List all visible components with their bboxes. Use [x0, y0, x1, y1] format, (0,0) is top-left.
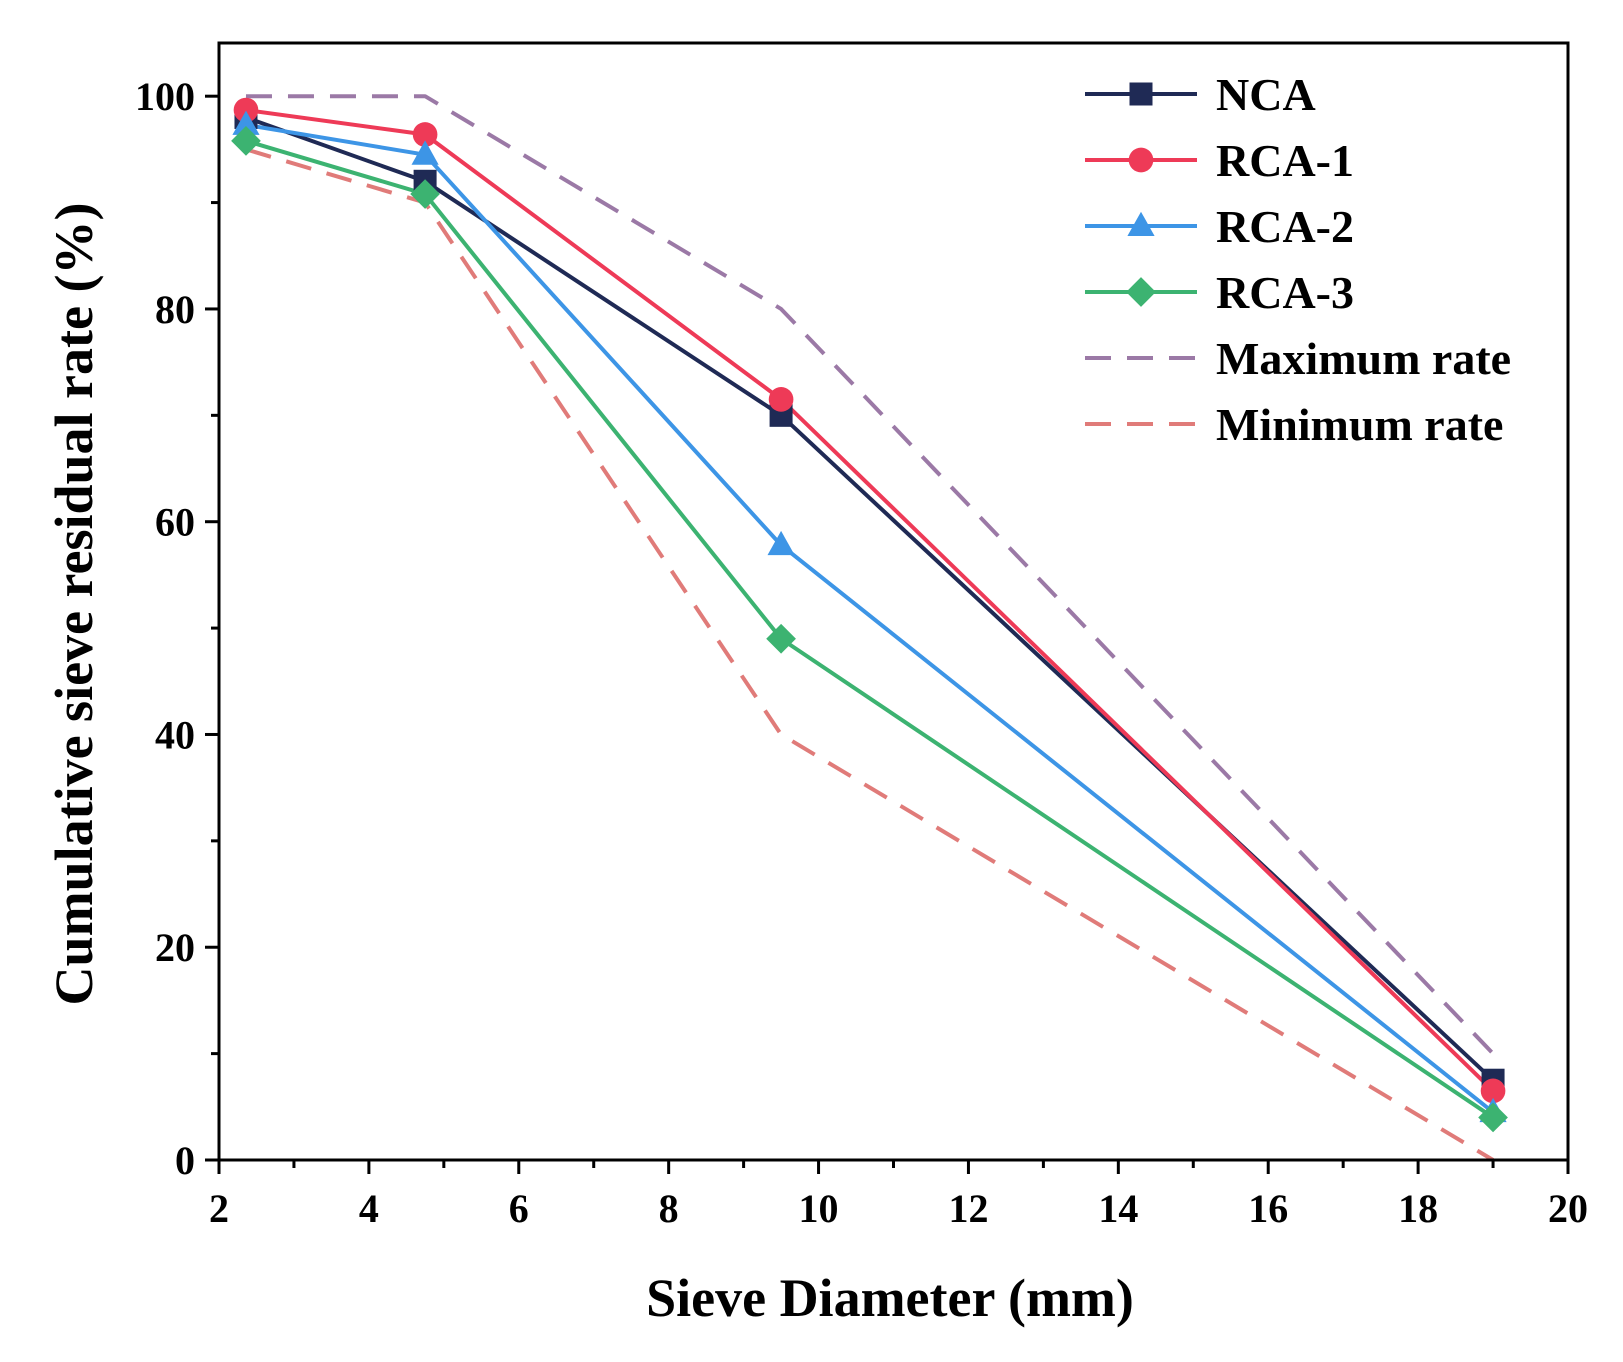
series-line-rca-2 — [245, 122, 1495, 1114]
x-axis-title: Sieve Diameter (mm) — [646, 1268, 1134, 1328]
data-point-rca-3 — [231, 126, 261, 156]
legend-label-rca-3: RCA-3 — [1216, 267, 1354, 318]
y-tick-label: 80 — [155, 287, 195, 332]
axes: 2 4 6 8 10 12 14 16 18 20 0 20 40 60 80 100 — [135, 41, 1588, 1231]
plot-area — [231, 94, 1508, 1162]
legend-label-minimum-rate: Minimum rate — [1216, 399, 1503, 450]
y-tick-label: 20 — [155, 925, 195, 970]
legend-label-rca-2: RCA-2 — [1216, 201, 1354, 252]
legend-label-nca: NCA — [1216, 69, 1316, 120]
legend-marker-rca-3 — [1126, 277, 1156, 307]
x-tick-label: 12 — [948, 1186, 988, 1231]
series-line-rca-3 — [245, 138, 1495, 1120]
x-tick-label: 10 — [799, 1186, 839, 1231]
data-point-rca-2 — [767, 530, 795, 556]
x-tick-label: 2 — [209, 1186, 229, 1231]
data-point-rca-2 — [411, 140, 439, 165]
plot-frame — [217, 41, 1570, 1162]
legend-marker-nca — [1129, 82, 1153, 106]
data-point-rca-3 — [1478, 1102, 1508, 1133]
data-point-rca-1 — [412, 122, 438, 147]
legend-marker-rca-2 — [1127, 211, 1155, 237]
y-tick-label: 60 — [155, 500, 195, 545]
x-tick-label: 14 — [1098, 1186, 1138, 1231]
x-tick-label: 8 — [659, 1186, 679, 1231]
data-point-rca-1 — [233, 97, 259, 123]
data-point-rca-3 — [410, 179, 440, 209]
x-tick-label: 20 — [1548, 1186, 1588, 1231]
series-line-nca — [245, 115, 1495, 1082]
y-tick-label: 100 — [135, 74, 195, 119]
x-tick-label: 16 — [1248, 1186, 1288, 1231]
series-line-rca-1 — [245, 108, 1495, 1093]
series-line-minimum-rate — [245, 147, 1495, 1162]
y-tick-label: 0 — [175, 1138, 195, 1183]
legend: NCA RCA-1 RCA-2 RCA-3 Maximum rate Minimum ra… — [1085, 69, 1511, 450]
data-point-rca-1 — [768, 387, 794, 412]
legend-label-maximum-rate: Maximum rate — [1216, 333, 1511, 384]
legend-label-rca-1: RCA-1 — [1216, 135, 1354, 186]
x-tick-label: 6 — [509, 1186, 529, 1231]
x-tick-label: 18 — [1398, 1186, 1438, 1231]
x-tick-label: 4 — [359, 1186, 379, 1231]
legend-marker-rca-1 — [1128, 147, 1154, 173]
y-tick-label: 40 — [155, 712, 195, 757]
data-point-rca-1 — [1480, 1078, 1506, 1104]
data-point-rca-2 — [232, 110, 260, 135]
y-axis-title: Cumulative sieve residual rate (%) — [44, 203, 104, 1006]
series-line-maximum-rate — [245, 94, 1495, 1056]
data-point-rca-3 — [766, 623, 796, 654]
